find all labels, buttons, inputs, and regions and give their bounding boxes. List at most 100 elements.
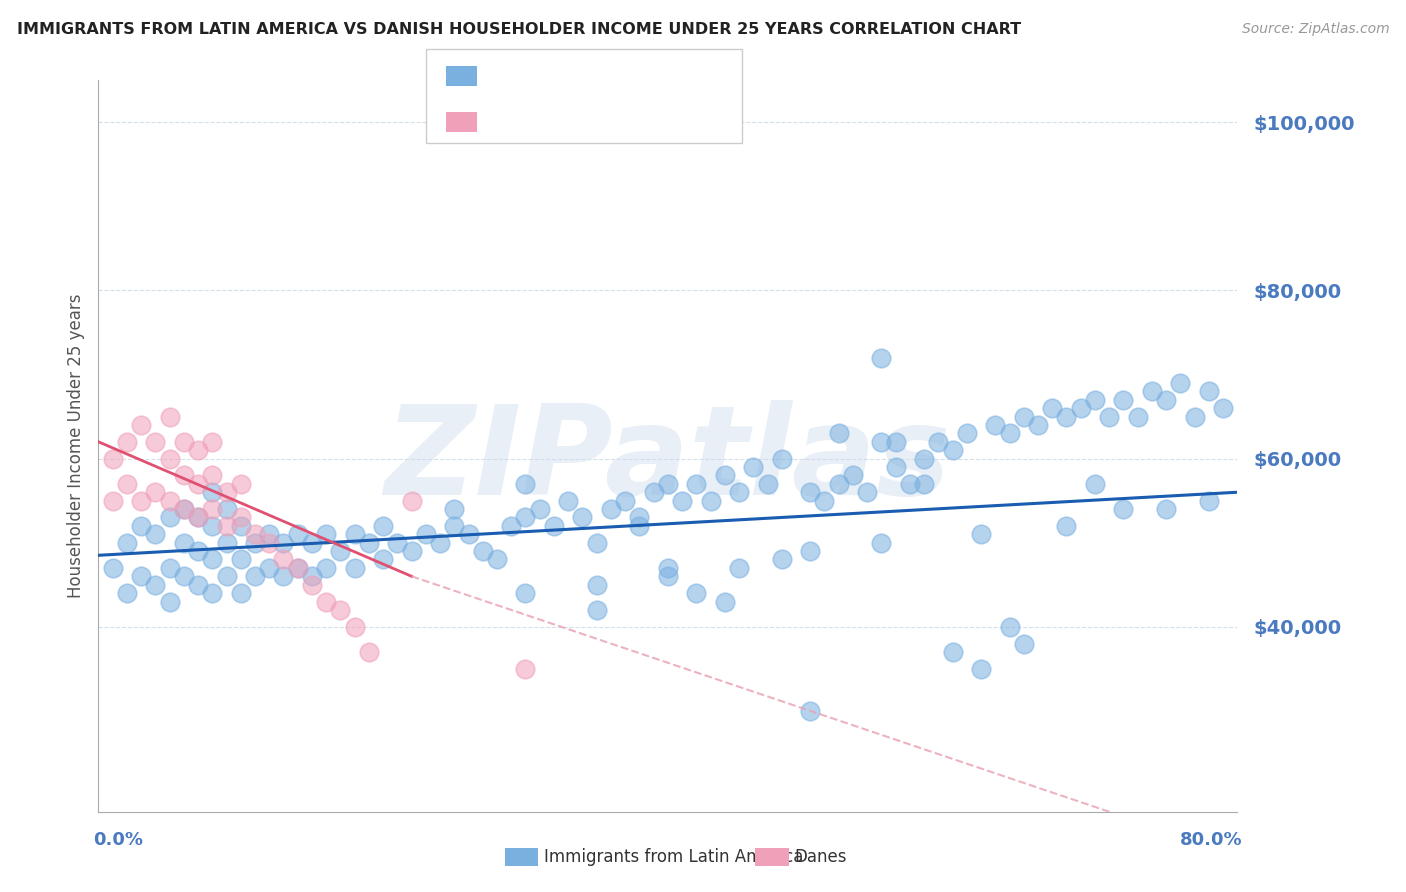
Point [187,443,209,458]
Text: Danes: Danes [794,848,846,866]
Point [343,561,366,575]
Point [813,493,835,508]
Point [187,578,209,592]
Point [159,561,181,575]
Point [984,417,1007,432]
Point [201,434,224,449]
Point [1056,519,1078,533]
Point [101,493,124,508]
Point [229,476,252,491]
Point [301,569,323,583]
Point [115,476,138,491]
Point [585,535,607,549]
Point [671,493,693,508]
Point [315,527,337,541]
Point [970,527,993,541]
Y-axis label: Householder Income Under 25 years: Householder Income Under 25 years [66,293,84,599]
Point [187,544,209,558]
Point [756,476,779,491]
Point [373,552,395,566]
Point [357,535,380,549]
Point [301,578,323,592]
Text: 80.0%: 80.0% [1181,830,1243,848]
Point [1026,417,1049,432]
Point [229,586,252,600]
Point [728,485,751,500]
Point [912,451,935,466]
Point [173,569,195,583]
Point [1170,376,1192,390]
Point [1212,401,1234,416]
Point [515,476,537,491]
Point [585,578,607,592]
Text: 0.100: 0.100 [534,67,586,85]
Point [159,493,181,508]
Point [201,485,224,500]
Point [742,460,765,475]
Point [273,535,295,549]
Point [145,485,167,500]
Point [101,561,124,575]
Point [657,561,679,575]
Point [1126,409,1149,424]
Point [101,451,124,466]
Point [884,434,907,449]
Point [287,561,309,575]
Point [273,552,295,566]
Point [927,434,949,449]
Point [173,535,195,549]
Point [714,468,737,483]
Point [870,351,893,365]
Point [173,502,195,516]
Point [159,510,181,524]
Point [259,527,281,541]
Point [1112,392,1135,407]
Text: ZIPatlas: ZIPatlas [385,401,950,521]
Point [343,620,366,634]
Text: -0.385: -0.385 [529,113,588,131]
Point [657,569,679,583]
Point [942,443,965,458]
Point [201,552,224,566]
Point [600,502,623,516]
Point [685,586,707,600]
Point [329,603,352,617]
Point [515,586,537,600]
Point [387,535,409,549]
Point [486,552,509,566]
Point [173,434,195,449]
Point [259,561,281,575]
Point [273,569,295,583]
Point [1070,401,1092,416]
Point [287,561,309,575]
Point [1198,493,1220,508]
Point [1140,384,1163,399]
Point [942,645,965,659]
Point [998,426,1021,441]
Point [828,426,851,441]
Point [429,535,451,549]
Point [515,662,537,676]
Text: 0.0%: 0.0% [93,830,143,848]
Text: R =: R = [482,113,513,131]
Point [628,510,651,524]
Point [145,434,167,449]
Point [1040,401,1063,416]
Point [685,476,707,491]
Point [115,535,138,549]
Point [259,535,281,549]
Point [856,485,879,500]
Text: IMMIGRANTS FROM LATIN AMERICA VS DANISH HOUSEHOLDER INCOME UNDER 25 YEARS CORREL: IMMIGRANTS FROM LATIN AMERICA VS DANISH … [17,22,1021,37]
Point [501,519,523,533]
Point [628,519,651,533]
Point [1084,476,1107,491]
Point [770,552,793,566]
Point [201,502,224,516]
Point [129,493,152,508]
Point [529,502,551,516]
Point [173,468,195,483]
Point [215,485,238,500]
Point [912,476,935,491]
Point [1098,409,1121,424]
Text: 130: 130 [637,67,672,85]
